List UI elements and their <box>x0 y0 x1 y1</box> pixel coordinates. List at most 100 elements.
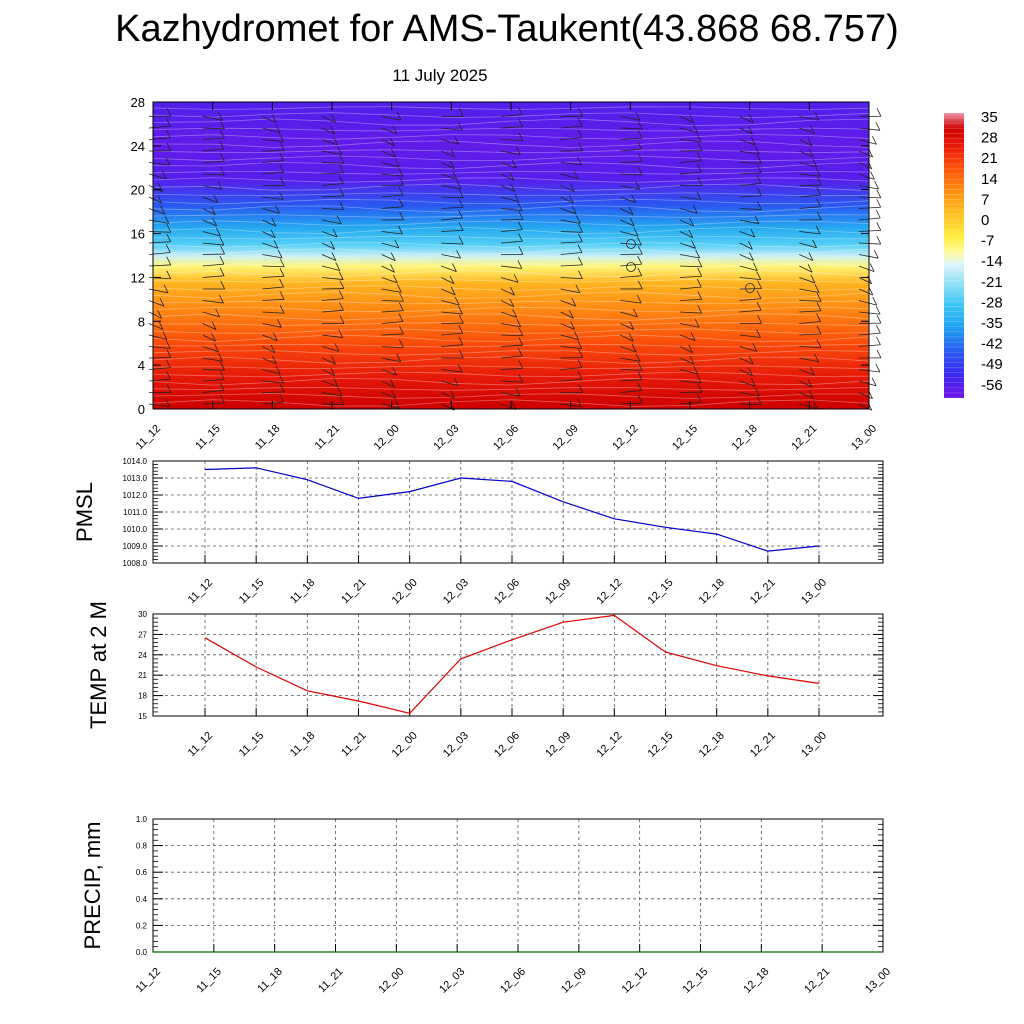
wind-barb <box>799 403 818 409</box>
wind-barb-flag <box>339 201 345 210</box>
wind-barb <box>381 357 401 363</box>
wind-barb <box>202 242 224 246</box>
temp-panel: 15 18 21 24 27 30 11_12 11_15 11_18 11_21 12_00 12_… <box>86 601 884 760</box>
x-tick-label: 12_12 <box>594 730 624 760</box>
wind-barb <box>381 150 396 158</box>
wind-barb-flag <box>697 268 703 277</box>
wind-barb-flag <box>214 343 219 353</box>
wind-barb <box>381 231 403 235</box>
wind-barb-flag <box>755 387 760 397</box>
wind-barb-flag <box>217 111 223 121</box>
wind-barb <box>799 321 821 324</box>
x-tick-label: 12_09 <box>559 966 589 996</box>
wind-barb <box>262 369 281 375</box>
wind-barb <box>799 254 814 261</box>
wind-barb <box>739 254 754 261</box>
wind-barb-flag <box>637 236 642 246</box>
wind-barb-flag <box>391 148 396 158</box>
wind-barb <box>560 137 583 140</box>
x-tick-label: 11_15 <box>237 577 267 607</box>
cross-section-y-ticks: 0 4 8 12 16 20 24 28 <box>131 95 869 417</box>
wind-barb-flag <box>336 215 342 224</box>
wind-barb-flag <box>210 206 216 215</box>
y-tick-label: 0.6 <box>136 868 148 877</box>
calm-wind-circle <box>626 239 636 249</box>
wind-barb-flag <box>335 262 341 271</box>
wind-barb <box>858 288 873 296</box>
wind-barb-flag <box>216 227 221 237</box>
wind-barb-flag <box>159 297 165 307</box>
isotherm-line <box>152 242 870 248</box>
wind-barb-flag <box>398 167 404 177</box>
wind-barb-flag <box>688 344 694 353</box>
wind-barb-flag <box>511 401 517 410</box>
wind-barb <box>858 229 881 232</box>
isotherm-line <box>152 313 870 321</box>
wind-barb-flag <box>812 239 817 248</box>
x-tick-label: 13_00 <box>849 423 879 453</box>
wind-barb <box>202 137 225 140</box>
wind-barb-flag <box>166 117 171 127</box>
x-tick-label: 11_18 <box>255 966 285 996</box>
y-tick-label: 1.0 <box>136 815 148 824</box>
wind-barb-flag <box>164 215 170 224</box>
wind-barb-flag <box>220 153 225 162</box>
wind-barb-flag <box>330 367 336 376</box>
wind-barb <box>321 403 344 406</box>
wind-barb <box>560 208 577 215</box>
x-tick-label: 12_18 <box>697 577 727 607</box>
wind-barb-flag <box>518 336 524 346</box>
wind-barb-flag <box>270 229 276 238</box>
wind-barb-flag <box>458 199 464 208</box>
y-tick-label: 4 <box>138 358 145 373</box>
isotherm-line <box>152 257 870 262</box>
wind-barb <box>739 242 753 250</box>
wind-barb-flag <box>870 171 875 180</box>
wind-barb-flag <box>689 355 695 365</box>
wind-barb-flag <box>516 318 522 328</box>
wind-barb-flag <box>697 258 703 267</box>
wind-barb <box>679 346 693 354</box>
isotherm-line <box>152 334 870 343</box>
wind-barb <box>148 173 167 180</box>
wind-barb <box>148 288 169 294</box>
wind-barb-flag <box>458 305 463 315</box>
colorbar: 35 28 21 14 7 0 -7 -14 -21 -28 -35 -42 -49 -56 <box>944 109 1003 399</box>
wind-barb <box>620 311 638 318</box>
wind-barb <box>799 265 813 273</box>
wind-barb <box>858 277 872 285</box>
wind-barb <box>321 357 336 365</box>
wind-barb-flag <box>697 291 703 300</box>
wind-barb-flag <box>220 361 225 371</box>
x-tick-label: 12_21 <box>789 423 819 453</box>
wind-barb-flag <box>333 136 338 146</box>
wind-barb-flag <box>457 122 463 131</box>
wind-barb <box>739 309 762 313</box>
wind-barb-flag <box>458 336 464 345</box>
wind-barb-flag <box>757 201 762 210</box>
y-tick-label: 24 <box>138 651 147 660</box>
x-tick-label: 12_09 <box>551 423 581 453</box>
wind-barb <box>560 241 583 244</box>
wind-barb-flag <box>279 152 285 161</box>
wind-barb-flag <box>339 164 345 173</box>
wind-barb <box>739 219 760 225</box>
wind-barb-flag <box>330 126 336 135</box>
y-tick-label: 20 <box>131 183 145 198</box>
wind-barb <box>500 265 522 269</box>
colorbar-label: -35 <box>981 315 1003 332</box>
wind-barb <box>500 139 523 141</box>
wind-barb <box>679 171 702 175</box>
wind-barb-flag <box>748 126 753 135</box>
wind-barb-flag <box>872 296 878 306</box>
wind-barb <box>799 288 820 293</box>
wind-barb <box>560 162 582 166</box>
wind-barb <box>799 206 821 209</box>
wind-barb <box>679 323 700 328</box>
wind-barb-flag <box>876 314 882 324</box>
wind-barb <box>202 346 219 353</box>
wind-barb-flag <box>816 302 822 311</box>
wind-barb-flag <box>578 349 583 358</box>
wind-barb <box>620 323 634 330</box>
wind-barb-flag <box>697 142 703 151</box>
